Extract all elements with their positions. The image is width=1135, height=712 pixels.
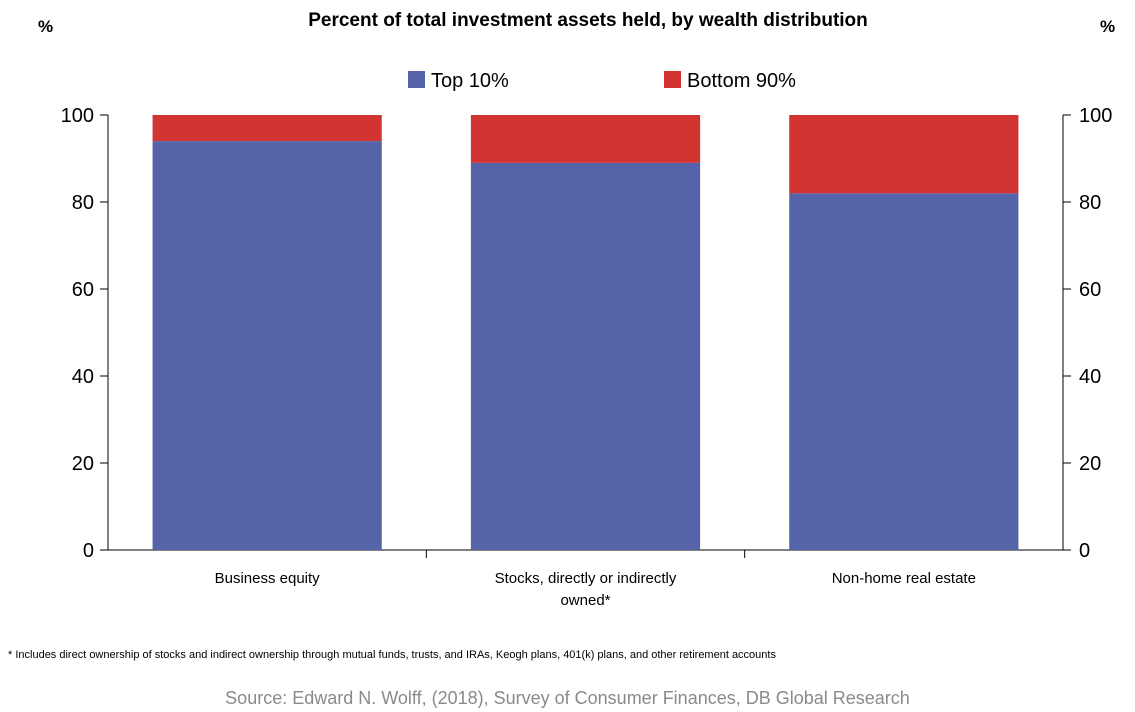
left-tick-label: 0 <box>83 540 94 562</box>
plot-area: 0 0 20 20 40 40 60 60 80 80 100 100 Business equity S… <box>61 105 1113 609</box>
footnote: * Includes direct ownership of stocks an… <box>8 649 776 661</box>
right-tick-label: 0 <box>1079 540 1090 562</box>
category-label: Non-home real estate <box>832 570 976 587</box>
legend-label-top-10: Top 10% <box>431 70 509 92</box>
chart-title: Percent of total investment assets held,… <box>308 10 868 31</box>
left-tick-label: 80 <box>72 192 94 214</box>
legend: Top 10% Bottom 90% <box>408 70 796 92</box>
legend-swatch-top-10 <box>408 71 425 88</box>
category-label: owned* <box>560 592 610 609</box>
right-tick-label: 80 <box>1079 192 1101 214</box>
legend-label-bottom-90: Bottom 90% <box>687 70 796 92</box>
right-axis-unit: % <box>1100 17 1115 36</box>
stacked-bar-chart: % Percent of total investment assets hel… <box>38 10 1115 609</box>
left-tick-label: 60 <box>72 279 94 301</box>
left-tick-label: 20 <box>72 453 94 475</box>
category-label: Stocks, directly or indirectly <box>495 570 677 587</box>
bar-bottom-90 <box>152 115 382 142</box>
right-tick-label: 40 <box>1079 366 1101 388</box>
legend-swatch-bottom-90 <box>664 71 681 88</box>
left-tick-label: 100 <box>61 105 94 127</box>
category-label: Business equity <box>215 570 321 587</box>
bar-top-10 <box>470 162 701 550</box>
right-tick-label: 20 <box>1079 453 1101 475</box>
source-note: Source: Edward N. Wolff, (2018), Survey … <box>225 688 910 708</box>
bar-bottom-90 <box>789 115 1019 194</box>
left-axis-unit: % <box>38 17 53 36</box>
right-tick-label: 60 <box>1079 279 1101 301</box>
right-tick-label: 100 <box>1079 105 1112 127</box>
left-tick-label: 40 <box>72 366 94 388</box>
bar-top-10 <box>152 141 382 550</box>
bar-bottom-90 <box>470 115 701 163</box>
bar-top-10 <box>789 193 1019 551</box>
